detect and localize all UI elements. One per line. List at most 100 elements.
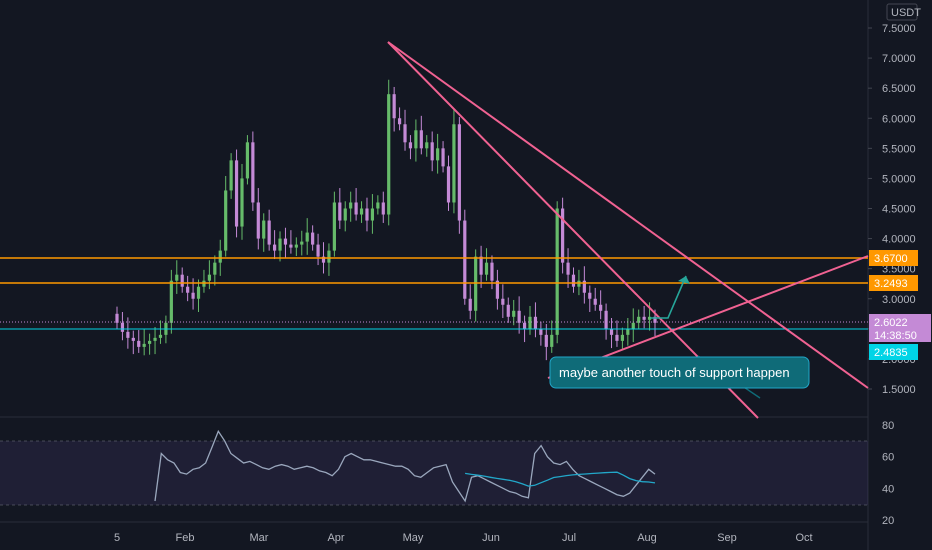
candle-body[interactable] — [588, 292, 592, 299]
candle-body[interactable] — [311, 232, 315, 245]
candle-body[interactable] — [397, 118, 402, 125]
candle-body[interactable] — [202, 280, 206, 287]
candle-body[interactable] — [120, 322, 125, 332]
candle-body[interactable] — [582, 280, 586, 293]
candle-body[interactable] — [463, 220, 467, 299]
candle-body[interactable] — [234, 160, 239, 227]
candle-body[interactable] — [647, 316, 652, 320]
time-axis[interactable]: 5 Feb Mar Apr May Jun Jul Aug Sep Oct — [114, 532, 813, 544]
candle-body[interactable] — [218, 250, 222, 263]
candle-body[interactable] — [528, 316, 532, 329]
candle-body[interactable] — [196, 286, 201, 299]
candle-body[interactable] — [403, 124, 407, 143]
candle-body[interactable] — [376, 202, 380, 209]
candle-body[interactable] — [300, 241, 304, 245]
candle-body[interactable] — [387, 94, 391, 215]
candle-body[interactable] — [229, 160, 233, 191]
candle-body[interactable] — [631, 322, 635, 329]
candle-body[interactable] — [561, 208, 565, 263]
candle-body[interactable] — [414, 130, 418, 149]
forecast-arrow[interactable] — [650, 275, 690, 319]
price-axis[interactable]: USDT 7.5000 7.0000 6.5000 6.0000 5.5000 5.000… — [868, 3, 921, 396]
candle-body[interactable] — [626, 328, 630, 335]
candle-body[interactable] — [495, 280, 500, 299]
candle-body[interactable] — [115, 313, 119, 323]
candle-body[interactable] — [186, 286, 190, 293]
candle-body[interactable] — [349, 202, 353, 209]
candle-body[interactable] — [468, 298, 472, 311]
candle-body[interactable] — [207, 274, 211, 281]
candle-body[interactable] — [245, 142, 250, 179]
candle-body[interactable] — [278, 238, 282, 251]
candle-body[interactable] — [609, 328, 614, 335]
candle-body[interactable] — [354, 202, 358, 215]
candle-body[interactable] — [430, 142, 434, 161]
candle-body[interactable] — [294, 244, 298, 248]
candle-body[interactable] — [332, 202, 336, 251]
candle-body[interactable] — [191, 292, 195, 299]
candle-body[interactable] — [539, 328, 543, 335]
candle-body[interactable] — [175, 274, 179, 281]
candle-body[interactable] — [642, 316, 646, 320]
candle-body[interactable] — [512, 310, 516, 317]
candle-body[interactable] — [158, 334, 163, 338]
candle-body[interactable] — [506, 304, 510, 317]
candle-body[interactable] — [126, 331, 130, 338]
candle-body[interactable] — [343, 208, 347, 221]
candle-body[interactable] — [137, 340, 141, 347]
candle-body[interactable] — [555, 208, 559, 335]
candle-body[interactable] — [446, 166, 451, 203]
candle-body[interactable] — [381, 202, 385, 215]
candle-body[interactable] — [533, 316, 538, 329]
candle-body[interactable] — [425, 142, 429, 149]
candle-body[interactable] — [370, 208, 375, 221]
candle-body[interactable] — [615, 334, 619, 341]
candle-body[interactable] — [604, 310, 608, 329]
candle-body[interactable] — [593, 298, 597, 305]
candle-body[interactable] — [316, 244, 320, 257]
candle-body[interactable] — [131, 337, 135, 341]
candle-body[interactable] — [283, 238, 288, 245]
candle-body[interactable] — [637, 316, 641, 323]
candle-body[interactable] — [305, 232, 309, 242]
candle-body[interactable] — [522, 322, 527, 329]
rsi-axis[interactable]: 80 60 40 20 — [882, 420, 894, 527]
candle-body[interactable] — [338, 202, 342, 221]
candle-body[interactable] — [240, 178, 244, 227]
trendline-shallow[interactable] — [387, 41, 869, 389]
candle-body[interactable] — [267, 220, 271, 245]
candle-body[interactable] — [251, 142, 255, 203]
candle-body[interactable] — [571, 274, 576, 287]
candle-body[interactable] — [224, 190, 228, 251]
candle-body[interactable] — [169, 280, 173, 323]
candle-body[interactable] — [620, 334, 624, 341]
candle-body[interactable] — [213, 262, 217, 275]
candle-body[interactable] — [153, 337, 157, 341]
candle-body[interactable] — [501, 298, 505, 305]
candle-body[interactable] — [272, 244, 277, 251]
candle-body[interactable] — [148, 340, 152, 344]
candle-body[interactable] — [289, 244, 293, 248]
candle-body[interactable] — [142, 343, 146, 347]
candle-body[interactable] — [321, 256, 326, 263]
candle-body[interactable] — [327, 250, 331, 263]
candle-body[interactable] — [256, 202, 260, 239]
candle-body[interactable] — [479, 256, 483, 275]
candle-body[interactable] — [457, 124, 461, 221]
annotation-callout[interactable]: maybe another touch of support happen — [549, 355, 810, 399]
candle-body[interactable] — [359, 208, 364, 215]
candle-body[interactable] — [566, 262, 570, 275]
candle-body[interactable] — [408, 142, 413, 149]
candle-body[interactable] — [392, 94, 396, 119]
candle-body[interactable] — [452, 124, 456, 203]
candle-body[interactable] — [599, 304, 603, 311]
candle-body[interactable] — [544, 334, 548, 347]
candle-body[interactable] — [180, 274, 184, 287]
trendline-steep[interactable] — [387, 41, 759, 419]
candle-body[interactable] — [419, 130, 423, 149]
candle-body[interactable] — [474, 256, 478, 311]
candle-body[interactable] — [490, 262, 494, 281]
candle-body[interactable] — [436, 148, 440, 161]
candle-body[interactable] — [577, 280, 581, 287]
